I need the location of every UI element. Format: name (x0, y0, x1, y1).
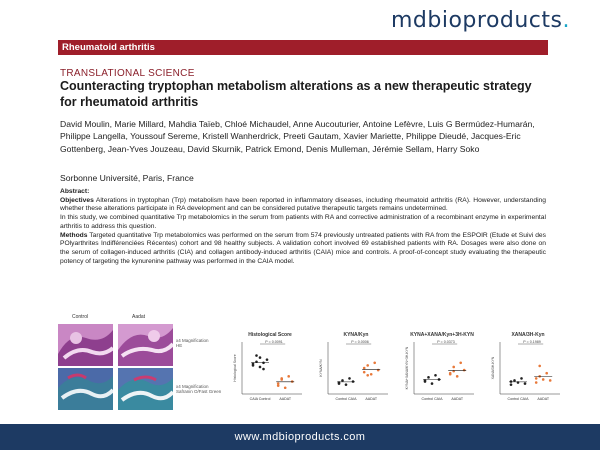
panel-point (265, 358, 269, 361)
panel-point (276, 382, 280, 385)
panel-point (376, 368, 380, 372)
category-banner: Rheumatoid arthritis (58, 40, 548, 55)
panel-point (373, 361, 376, 365)
panel-point (344, 383, 348, 386)
panel-point (366, 373, 369, 377)
panel-x-tick: AADAT (365, 397, 378, 401)
panel-title: XANA/3H-Kyn (511, 332, 544, 338)
objectives-text: Alterations in tryptophan (Trp) metaboli… (60, 196, 546, 213)
panel-point (448, 372, 452, 376)
histo-caption-safranin: x4 Magnification Safranin O/Fast Green (176, 384, 222, 394)
panel-title: KYNA/Kyn (343, 332, 368, 338)
abstract: Abstract: Objectives Alterations in tryp… (60, 188, 546, 266)
results-figure: Control Aadat x4 Magnificatio (58, 312, 568, 412)
methods-label: Methods (60, 231, 88, 239)
panel-point (459, 361, 462, 365)
abstract-objectives: Objectives Alterations in tryptophan (Tr… (60, 197, 546, 214)
panel-pvalue: P = 0.0006 (351, 340, 368, 344)
panel-point (513, 379, 516, 382)
panel-point (434, 373, 437, 377)
panel-title: KYNA+XANA/Kyn+3H-KYN (410, 332, 474, 338)
panel-point (341, 379, 344, 382)
author-list: David Moulin, Marie Millard, Mahdia Taïe… (60, 119, 535, 154)
histology-he-aadat (118, 324, 173, 366)
panel-point (545, 371, 548, 375)
panel-point (509, 380, 513, 383)
panel-point (362, 366, 366, 370)
brand-logo: mdbioproducts. (391, 8, 570, 33)
panel-pvalue: P = 0.1989 (523, 340, 540, 344)
panel-y-label: KYNA/KYN (319, 359, 323, 377)
panel-point (462, 368, 466, 372)
panel-point (548, 379, 552, 382)
panel-point (534, 377, 538, 380)
panel-point (362, 370, 366, 374)
panel-point (455, 375, 459, 378)
abstract-methods: Methods Targeted quantitative Trp metabo… (60, 232, 546, 267)
affiliation: Sorbonne Université, Paris, France (60, 173, 194, 183)
abstract-heading: Abstract: (60, 188, 90, 195)
panel-point (366, 364, 369, 367)
panel-y-label: Histological Score (233, 354, 237, 381)
footer-bar[interactable]: www.mdbioproducts.com (0, 424, 600, 450)
footer-url-link[interactable]: www.mdbioproducts.com (234, 431, 366, 443)
brand-logo-text: mdbioproducts (390, 8, 563, 33)
panel-point (255, 354, 258, 357)
histology-safranin-aadat (118, 368, 173, 410)
panel-x-tick: Control CAIA (508, 397, 530, 401)
panel-y-label: XANA/3H-KYN (491, 356, 495, 379)
histo-caption-he: x4 Magnification HE (176, 338, 209, 348)
panel-point (538, 364, 541, 368)
panel-x-tick: Control CAIA (336, 397, 358, 401)
panel-point (534, 381, 538, 384)
article-title: Counteracting tryptophan metabolism alte… (60, 79, 532, 109)
panel-point (541, 378, 545, 381)
panel-y-label: KYNA+XANA/KYN+3H-KYN (405, 346, 409, 389)
panel-point (258, 365, 262, 369)
panel-x-tick: CAIA Control (250, 397, 271, 401)
panel-point (430, 382, 434, 385)
panel-point (509, 383, 513, 386)
histology-image-aadat (118, 324, 173, 412)
panel-point (369, 372, 373, 376)
section-tag: TRANSLATIONAL SCIENCE (60, 68, 195, 79)
panel-point (427, 376, 430, 379)
panel-pvalue: P = 0.0373 (437, 340, 454, 344)
panel-point (520, 377, 523, 380)
histology-safranin-control (58, 368, 113, 410)
panel-point (452, 365, 455, 369)
objectives-label: Objectives (60, 196, 94, 204)
panel-x-tick: AADAT (537, 397, 550, 401)
scatter-panels: Histological Score P = 0.0091 Histological… (233, 332, 560, 401)
histo-label-control: Control (72, 314, 89, 320)
panel-point (251, 362, 255, 366)
panel-x-tick: Control CAIA (422, 397, 444, 401)
panel-point (280, 377, 283, 380)
panel-point (287, 375, 290, 378)
category-banner-label: Rheumatoid arthritis (62, 42, 155, 53)
panel-point (523, 382, 527, 385)
methods-text: Targeted quantitative Trp metabolomics w… (60, 231, 546, 265)
panel-point (283, 386, 287, 390)
histo-label-aadat: Aadat (132, 314, 146, 320)
panel-point (258, 356, 262, 359)
panel-point (262, 367, 265, 371)
abstract-objectives-2: In this study, we combined quantitative … (60, 214, 546, 230)
panel-point (348, 377, 351, 380)
panel-point (351, 380, 355, 383)
panel-pvalue: P = 0.0091 (265, 340, 282, 344)
panel-point (276, 384, 280, 387)
panel-title: Histological Score (248, 332, 292, 338)
panel-point (452, 369, 455, 373)
brand-logo-dot: . (562, 8, 570, 33)
panel-x-tick: AADAT (279, 397, 292, 401)
panel-x-tick: AADAT (451, 397, 464, 401)
histology-he-control (58, 324, 113, 366)
histology-image-control (58, 324, 113, 412)
